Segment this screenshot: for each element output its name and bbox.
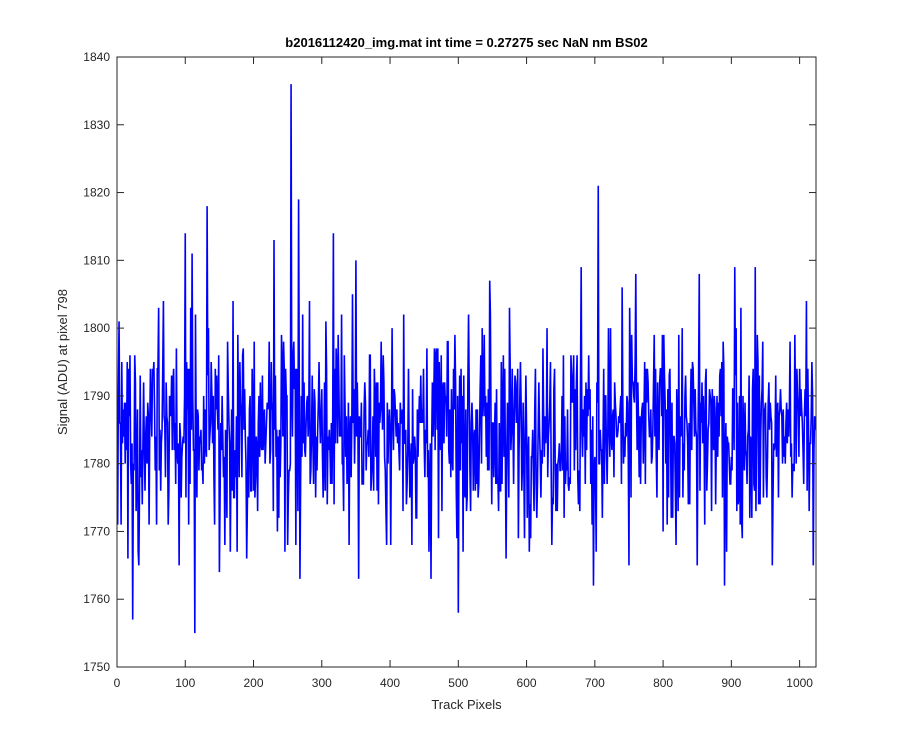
x-tick-label: 400 (380, 676, 400, 690)
x-tick-label: 0 (114, 676, 121, 690)
x-tick-label: 700 (585, 676, 605, 690)
y-axis-label: Signal (ADU) at pixel 798 (55, 289, 70, 435)
y-tick-label: 1750 (83, 660, 110, 674)
y-tick-label: 1800 (83, 321, 110, 335)
axes-box (116, 56, 817, 668)
x-tick-label: 800 (653, 676, 673, 690)
ticks-layer: 0 100 200 300 400 500 600 700 800 900 1000 1750 1760… (83, 50, 816, 690)
x-tick-label: 500 (448, 676, 468, 690)
y-tick-label: 1780 (83, 457, 110, 471)
y-tick-label: 1760 (83, 592, 110, 606)
y-tick-label: 1820 (83, 186, 110, 200)
chart-title: b2016112420_img.mat int time = 0.27275 s… (285, 35, 647, 50)
x-tick-label: 900 (721, 676, 741, 690)
plot-area (117, 57, 816, 667)
y-tick-label: 1810 (83, 253, 110, 267)
x-tick-label: 300 (312, 676, 332, 690)
signal-line (117, 84, 816, 634)
y-tick-label: 1840 (83, 50, 110, 64)
y-tick-label: 1790 (83, 389, 110, 403)
series-layer (117, 84, 816, 634)
y-tick-label: 1830 (83, 118, 110, 132)
x-tick-label: 600 (517, 676, 537, 690)
x-tick-label: 200 (244, 676, 264, 690)
y-tick-label: 1770 (83, 524, 110, 538)
x-tick-label: 100 (175, 676, 195, 690)
x-axis-label: Track Pixels (431, 697, 502, 712)
x-tick-label: 1000 (786, 676, 813, 690)
